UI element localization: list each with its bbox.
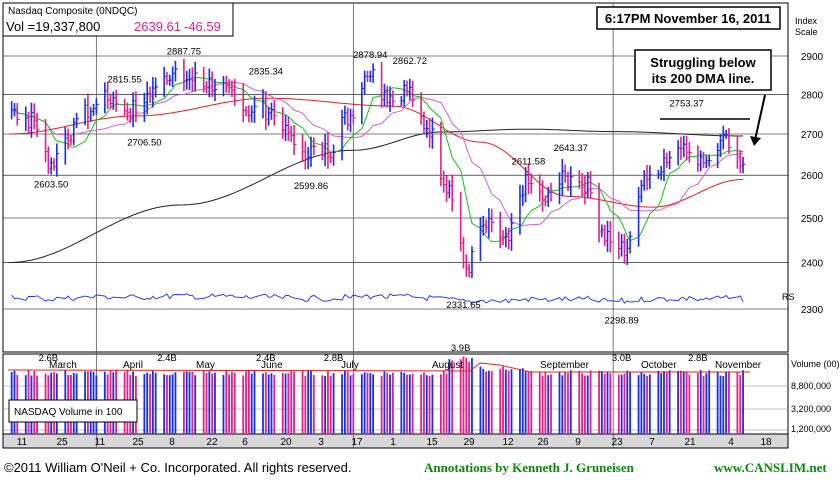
vol-tick-2: 3,200,000 — [791, 404, 831, 414]
x-tick-label: 4 — [728, 437, 734, 448]
volume-legend-box — [8, 399, 138, 423]
vol-tick-title: Volume (00) — [791, 359, 840, 369]
site-link[interactable]: www.CANSLIM.net — [714, 460, 827, 475]
y-tick-label: 2400 — [801, 259, 824, 270]
price-label: 2887.75 — [167, 47, 201, 58]
y-axis-labels: 2900 2800 2700 2600 2500 2400 2300 — [801, 52, 824, 316]
header-box — [2, 2, 234, 37]
x-axis-labels: 11 25 11 25 8 22 6 20 3 17 1 15 29 12 26 9 23 7 21 4 18 March… — [17, 360, 772, 448]
callout-arrow — [754, 94, 766, 141]
annotations-credit: Annotations by Kenneth J. Gruneisen — [424, 460, 635, 475]
x-tick-label: 18 — [760, 437, 772, 448]
x-tick-label: 11 — [17, 437, 28, 448]
price-label: 2835.34 — [249, 67, 283, 78]
month-label: July — [341, 360, 359, 371]
y-tick-label: 2600 — [801, 171, 824, 182]
ma200-path — [8, 128, 744, 263]
x-tick-label: 3 — [318, 437, 324, 448]
x-tick-label: 21 — [684, 437, 696, 448]
x-tick-label: 6 — [242, 437, 248, 448]
y-tick-label: 2300 — [801, 305, 824, 316]
ma200-line — [8, 128, 744, 263]
x-tick-label: 8 — [169, 437, 175, 448]
y-tick-label: 2500 — [801, 214, 824, 225]
price-value: 2639.61 — [134, 19, 181, 34]
copyright: ©2011 William O'Neil + Co. Incorporated.… — [4, 460, 351, 475]
x-tick-label: 11 — [95, 437, 106, 448]
date-axis — [2, 433, 789, 449]
timestamp-box — [596, 6, 781, 30]
price-label: 2331.65 — [446, 300, 480, 311]
x-tick-label: 17 — [351, 437, 363, 448]
index-name: Nasdaq Composite (0NDQC) — [8, 6, 138, 17]
month-label: March — [49, 360, 77, 371]
price-label: 2599.86 — [294, 181, 328, 192]
price-label: 2878.94 — [353, 50, 387, 61]
month-label: June — [261, 360, 283, 371]
price-label: 2706.50 — [127, 137, 161, 148]
vol-tick-1: 8,800,000 — [791, 381, 831, 391]
volume-label: 2.8B — [688, 353, 708, 364]
volume-average-line — [7, 362, 750, 373]
x-tick-label: 15 — [426, 437, 438, 448]
x-tick-label: 12 — [502, 437, 514, 448]
callout-arrowhead — [750, 136, 761, 146]
ma50-line — [8, 97, 744, 208]
price-label: 2611.58 — [512, 156, 546, 167]
price-bars — [10, 59, 746, 278]
x-tick-label: 1 — [390, 437, 396, 448]
month-label: May — [196, 360, 215, 371]
callout-line-2: its 200 DMA line. — [652, 71, 755, 86]
month-label: April — [123, 360, 143, 371]
x-tick-label: 25 — [132, 437, 144, 448]
y-tick-label: 2700 — [801, 130, 824, 141]
volume-label: 3.9B — [451, 343, 471, 354]
timestamp: 6:17PM November 16, 2011 — [605, 11, 771, 26]
month-label: October — [641, 360, 677, 371]
price-label: 2298.89 — [604, 316, 638, 327]
x-tick-label: 26 — [537, 437, 549, 448]
volume-value: Vol =19,337,800 — [6, 19, 100, 34]
price-label: 2753.37 — [669, 99, 703, 110]
scale-title-2: Scale — [795, 27, 818, 37]
x-tick-label: 20 — [280, 437, 292, 448]
price-label: 2815.55 — [107, 74, 141, 85]
volume-legend: NASDAQ Volume in 100 — [14, 407, 123, 418]
rs-label: RS — [782, 292, 795, 302]
month-label: November — [715, 360, 762, 371]
rs-path — [11, 293, 744, 304]
y-tick-label: 2900 — [801, 52, 824, 63]
callout-box — [634, 49, 772, 91]
change-value: -46.59 — [184, 19, 221, 34]
volume-label: 2.8B — [324, 353, 344, 364]
x-tick-label: 22 — [206, 437, 218, 448]
month-label: September — [540, 360, 590, 371]
callout-line-1: Struggling below — [650, 55, 756, 70]
x-tick-label: 23 — [611, 437, 623, 448]
price-label: 2643.37 — [554, 143, 588, 154]
volume-bars — [7, 356, 750, 434]
y-tick-label: 2800 — [801, 90, 824, 101]
price-label: 2862.72 — [393, 56, 427, 67]
x-tick-label: 25 — [56, 437, 68, 448]
x-tick-label: 9 — [575, 437, 581, 448]
volume-label: 3.0B — [612, 353, 632, 364]
price-labels: 2887.75 2815.55 2835.34 2878.94 2862.72 2706.… — [34, 47, 704, 327]
scale-title-1: Index — [795, 16, 818, 26]
x-tick-label: 7 — [649, 437, 655, 448]
volume-labels: 2.6B 2.4B 2.4B 2.8B 3.9B 3.0B 2.8B — [39, 343, 708, 364]
vol-tick-3: 1,200,000 — [791, 424, 831, 434]
volume-label: 2.4B — [256, 353, 276, 364]
volume-label: 2.6B — [39, 353, 59, 364]
ma50-path — [8, 97, 744, 208]
price-label: 2603.50 — [34, 180, 68, 191]
x-tick-label: 29 — [463, 437, 475, 448]
month-label: August — [432, 360, 463, 371]
volume-label: 2.4B — [157, 353, 177, 364]
rs-line — [11, 293, 744, 304]
